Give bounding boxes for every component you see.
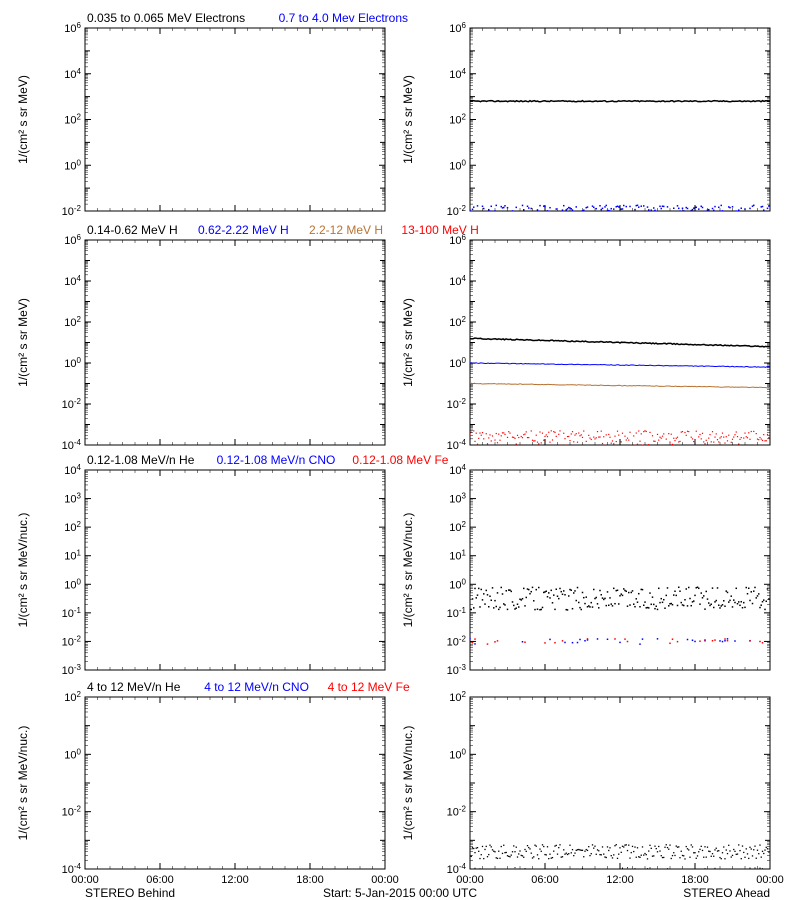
- svg-text:106: 106: [449, 233, 466, 248]
- svg-text:100: 100: [64, 158, 81, 173]
- svg-text:104: 104: [64, 274, 81, 289]
- svg-text:0.14-0.62 MeV H: 0.14-0.62 MeV H: [87, 223, 178, 237]
- svg-text:103: 103: [449, 491, 466, 506]
- svg-text:0.62-2.22 MeV H: 0.62-2.22 MeV H: [198, 223, 289, 237]
- svg-text:2.2-12 MeV H: 2.2-12 MeV H: [309, 223, 383, 237]
- svg-text:06:00: 06:00: [531, 874, 559, 886]
- svg-text:00:00: 00:00: [756, 874, 784, 886]
- svg-text:102: 102: [449, 112, 466, 127]
- svg-text:102: 102: [64, 112, 81, 127]
- svg-text:1/(cm² s sr MeV): 1/(cm² s sr MeV): [401, 75, 415, 164]
- svg-text:101: 101: [449, 548, 466, 563]
- multi-panel-chart: 0.035 to 0.065 MeV Electrons 0.7 to 4.0 M…: [0, 0, 800, 900]
- svg-text:STEREO Ahead: STEREO Ahead: [683, 886, 770, 900]
- svg-text:102: 102: [449, 690, 466, 705]
- svg-text:103: 103: [64, 491, 81, 506]
- svg-text:100: 100: [449, 356, 466, 371]
- svg-text:10-2: 10-2: [447, 204, 467, 219]
- svg-text:102: 102: [64, 690, 81, 705]
- svg-text:10-4: 10-4: [447, 438, 467, 453]
- svg-text:106: 106: [64, 233, 81, 248]
- svg-text:10-2: 10-2: [62, 397, 82, 412]
- svg-text:00:00: 00:00: [71, 874, 99, 886]
- svg-text:100: 100: [64, 356, 81, 371]
- svg-text:10-2: 10-2: [62, 804, 82, 819]
- svg-text:STEREO Behind: STEREO Behind: [85, 886, 175, 900]
- svg-text:10-1: 10-1: [447, 605, 467, 620]
- svg-text:100: 100: [449, 158, 466, 173]
- svg-text:10-3: 10-3: [447, 663, 467, 678]
- svg-text:18:00: 18:00: [296, 874, 324, 886]
- svg-text:Start: 5-Jan-2015 00:00 UTC: Start: 5-Jan-2015 00:00 UTC: [323, 886, 477, 900]
- svg-text:0.12-1.08 MeV/n CNO: 0.12-1.08 MeV/n CNO: [217, 453, 336, 467]
- svg-text:104: 104: [449, 463, 466, 478]
- svg-text:00:00: 00:00: [456, 874, 484, 886]
- svg-text:00:00: 00:00: [371, 874, 399, 886]
- svg-text:10-2: 10-2: [447, 804, 467, 819]
- svg-text:12:00: 12:00: [606, 874, 634, 886]
- svg-text:100: 100: [64, 577, 81, 592]
- svg-text:102: 102: [449, 520, 466, 535]
- svg-text:1/(cm² s sr MeV): 1/(cm² s sr MeV): [401, 298, 415, 387]
- svg-text:1/(cm² s sr MeV/nuc.): 1/(cm² s sr MeV/nuc.): [401, 726, 415, 841]
- svg-text:101: 101: [64, 548, 81, 563]
- svg-text:4 to 12 MeV/n CNO: 4 to 12 MeV/n CNO: [204, 680, 309, 694]
- svg-text:104: 104: [64, 463, 81, 478]
- svg-text:104: 104: [64, 66, 81, 81]
- svg-text:102: 102: [449, 315, 466, 330]
- svg-text:1/(cm² s sr MeV/nuc.): 1/(cm² s sr MeV/nuc.): [16, 513, 30, 628]
- svg-text:106: 106: [64, 21, 81, 36]
- svg-text:0.12-1.08 MeV Fe: 0.12-1.08 MeV Fe: [352, 453, 448, 467]
- svg-text:0.7 to 4.0 Mev Electrons: 0.7 to 4.0 Mev Electrons: [279, 11, 408, 25]
- svg-text:10-2: 10-2: [447, 397, 467, 412]
- svg-text:0.12-1.08 MeV/n He: 0.12-1.08 MeV/n He: [87, 453, 195, 467]
- svg-text:4 to 12 MeV Fe: 4 to 12 MeV Fe: [328, 680, 410, 694]
- svg-text:1/(cm² s sr MeV/nuc.): 1/(cm² s sr MeV/nuc.): [401, 513, 415, 628]
- svg-text:1/(cm² s sr MeV/nuc.): 1/(cm² s sr MeV/nuc.): [16, 726, 30, 841]
- svg-text:06:00: 06:00: [146, 874, 174, 886]
- svg-text:10-3: 10-3: [62, 663, 82, 678]
- svg-text:1/(cm² s sr MeV): 1/(cm² s sr MeV): [16, 75, 30, 164]
- svg-text:13-100 MeV H: 13-100 MeV H: [401, 223, 478, 237]
- svg-text:18:00: 18:00: [681, 874, 709, 886]
- svg-text:10-2: 10-2: [62, 204, 82, 219]
- svg-text:10-4: 10-4: [62, 438, 82, 453]
- svg-text:100: 100: [449, 577, 466, 592]
- svg-text:0.035 to 0.065 MeV Electrons: 0.035 to 0.065 MeV Electrons: [87, 11, 245, 25]
- svg-text:100: 100: [64, 747, 81, 762]
- svg-text:102: 102: [64, 315, 81, 330]
- svg-text:102: 102: [64, 520, 81, 535]
- svg-text:104: 104: [449, 274, 466, 289]
- svg-text:4 to 12 MeV/n He: 4 to 12 MeV/n He: [87, 680, 181, 694]
- svg-text:104: 104: [449, 66, 466, 81]
- svg-text:100: 100: [449, 747, 466, 762]
- svg-text:106: 106: [449, 21, 466, 36]
- svg-text:10-1: 10-1: [62, 605, 82, 620]
- svg-text:10-2: 10-2: [62, 634, 82, 649]
- svg-text:10-2: 10-2: [447, 634, 467, 649]
- svg-text:12:00: 12:00: [221, 874, 249, 886]
- svg-text:1/(cm² s sr MeV): 1/(cm² s sr MeV): [16, 298, 30, 387]
